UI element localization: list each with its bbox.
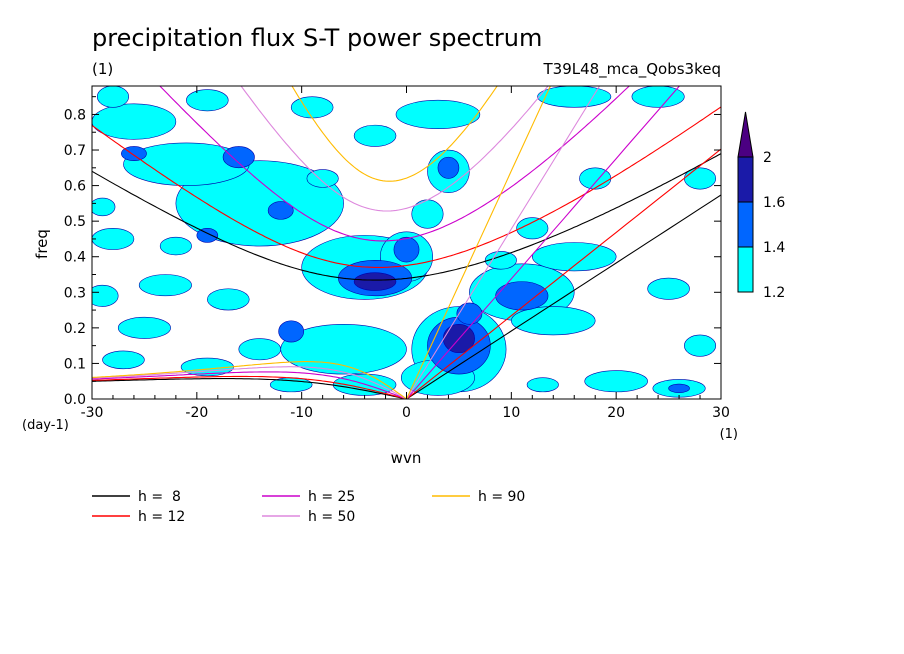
kelvin-curve [406,194,721,399]
x-tick-label: -20 [185,405,208,421]
y-tick-label: 0.3 [64,285,86,301]
contour-blob [411,199,444,229]
legend-label: h = 12 [138,509,185,525]
colorbar-top-triangle [737,111,754,158]
contour-blob [511,306,596,336]
y-tick-label: 0.4 [64,250,86,266]
contour-blob [290,96,334,119]
contour-blob [353,124,397,147]
rossby-curve [92,361,407,399]
contour-blob [92,227,135,250]
colorbar-label: 1.2 [763,285,785,301]
contour-blob [647,277,690,300]
contour-blob [267,201,294,220]
inertia-gravity-curve [92,106,721,268]
inertia-gravity-curve [92,153,721,281]
contour-blob [196,227,219,243]
axes: -30 -20 -10 0 10 20 30 0.0 0.1 0.2 0.3 0.4 0.5 0.6 0.7… [64,86,730,421]
contour-blob [584,370,648,393]
contour-blob [159,236,192,256]
colorbar-segment [737,201,754,248]
legend: h = 8 h = 12 h = 25 h = 50 h = 90 [92,489,525,525]
legend-label: h = 90 [478,489,525,505]
chart-subtitle-right: T39L48_mca_Qobs3keq [542,60,721,79]
y-tick-label: 0.8 [64,107,86,123]
y-axis-unit: (day-1) [22,418,69,433]
inertia-gravity-curve [240,86,549,212]
contour-blob [278,320,305,343]
contour-blob [631,86,685,108]
y-axis-label: freq [33,229,51,259]
contour-blob [138,274,192,297]
x-tick-label: -30 [81,405,104,421]
contour-blob [117,316,171,339]
contour-blob [92,103,177,140]
contour-blob [668,383,690,393]
inertia-gravity-curve [159,86,631,242]
kelvin-curve [406,86,601,399]
x-axis-label: wvn [391,449,422,467]
contour-blob [537,86,612,108]
rossby-curve [92,378,407,399]
y-tick-label: 0.6 [64,179,86,195]
colorbar-label: 1.4 [763,240,785,256]
y-tick-label: 0.1 [64,356,86,372]
contour-blob [516,217,549,240]
rossby-curve [92,366,407,399]
contour-blob [531,242,617,272]
contour-blob [306,169,339,188]
contour-blob [484,251,517,270]
contour-blob [353,272,397,291]
colorbar: 1.2 1.4 1.6 2 [737,111,785,301]
contour-blob [102,350,145,370]
contour-blob [495,281,549,311]
legend-label: h = 50 [308,509,355,525]
legend-label: h = 25 [308,489,355,505]
contour-blob [526,377,559,393]
y-tick-label: 0.5 [64,214,86,230]
contour-blob [186,89,229,112]
rossby-curve [92,371,407,399]
colorbar-label: 1.6 [763,195,785,211]
contour-blob [92,197,116,217]
kelvin-curve [406,86,551,399]
spectrum-contours [92,86,717,398]
y-tick-label: 0.7 [64,143,86,159]
contour-blob [579,167,612,190]
contour-blob [393,236,420,263]
x-tick-label: 0 [402,405,411,421]
kelvin-curve [406,148,721,399]
chart-title: precipitation flux S-T power spectrum [92,24,542,52]
dispersion-curves [92,86,721,399]
legend-label: h = 8 [138,489,181,505]
y-tick-label: 0.0 [64,392,86,408]
inertia-gravity-curve [291,86,498,182]
plot-area [91,85,722,400]
y-tick-label: 0.2 [64,321,86,337]
kelvin-curve [406,86,681,399]
contour-blob [437,156,460,179]
chart-subtitle-left: (1) [92,60,113,78]
contour-blob [456,302,483,325]
contour-blob [238,338,281,361]
contour-blob [222,146,255,169]
contour-blob [96,86,129,108]
x-axis-unit: (1) [720,427,738,442]
colorbar-segment [737,246,754,293]
colorbar-segment [737,156,754,203]
x-tick-label: -10 [290,405,313,421]
contour-blob [207,288,250,311]
x-tick-label: 10 [502,405,520,421]
contour-blob [684,334,717,357]
rossby-curve [92,375,407,399]
contour-blob [92,284,119,307]
contour-blob [395,99,481,129]
x-tick-label: 30 [712,405,730,421]
colorbar-label: 2 [763,150,772,166]
contour-blob [121,146,147,161]
x-tick-label: 20 [607,405,625,421]
